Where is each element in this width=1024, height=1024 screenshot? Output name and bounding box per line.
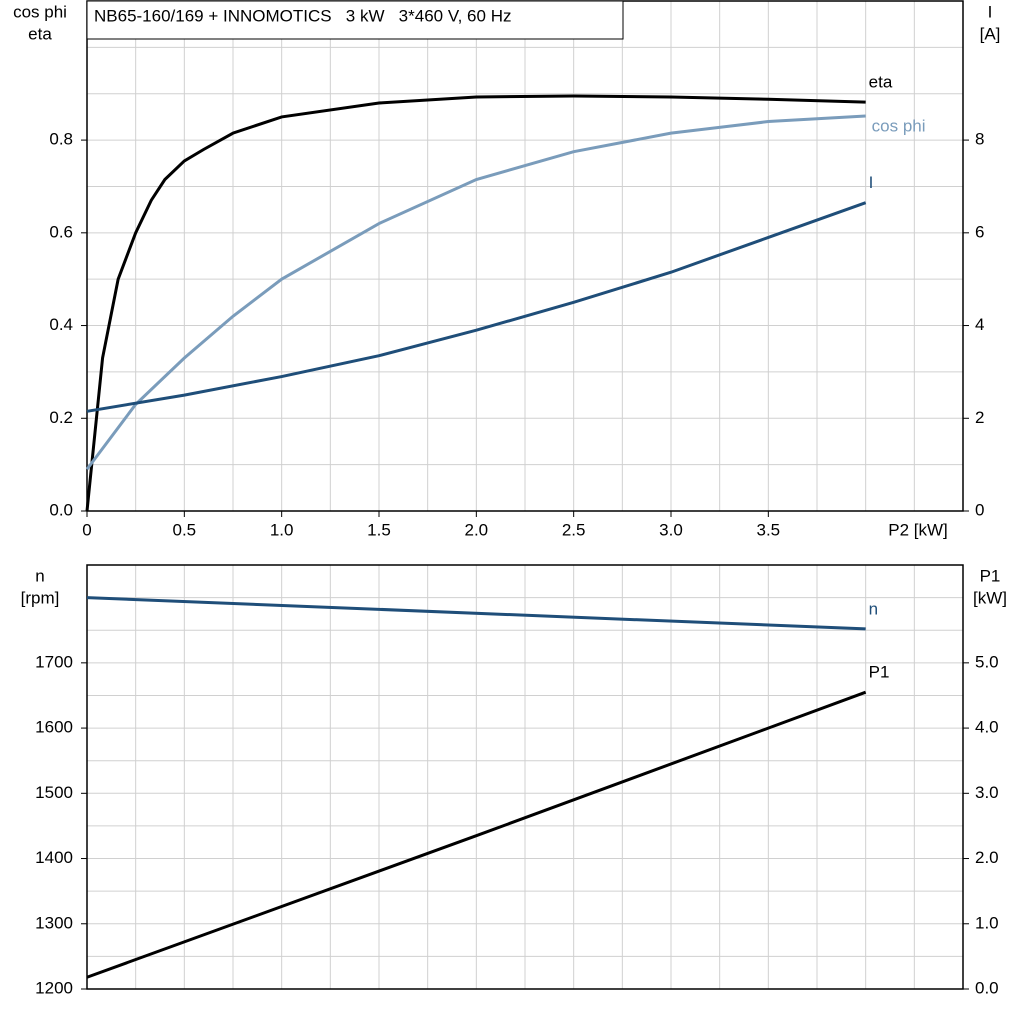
y-tick-label: 0.8 <box>49 130 73 149</box>
y2-tick-label: 6 <box>975 222 984 241</box>
y-axis-label: n <box>35 566 44 585</box>
y-tick-label: 1300 <box>35 913 73 932</box>
x-tick-label: 1.5 <box>367 520 391 539</box>
title-box <box>86 0 624 40</box>
x-tick-label: 3.5 <box>757 520 781 539</box>
x-tick-label: 3.0 <box>659 520 683 539</box>
y-axis-label: eta <box>28 24 52 43</box>
series-label: P1 <box>869 663 890 682</box>
y2-axis-label: P1 <box>980 566 1001 585</box>
series-line <box>85 94 866 512</box>
y-tick-label: 1500 <box>35 783 73 802</box>
y2-tick-label: 4 <box>975 315 984 334</box>
y2-tick-label: 2 <box>975 408 984 427</box>
series-label: eta <box>869 73 893 92</box>
series-line <box>86 201 867 413</box>
series-label: cos phi <box>872 116 926 135</box>
y2-axis-label: [A] <box>980 24 1001 43</box>
series-label: n <box>869 599 878 618</box>
series-label: I <box>869 173 874 192</box>
y-tick-label: 0.6 <box>49 222 73 241</box>
y2-tick-label: 4.0 <box>975 718 999 737</box>
x-tick-label: 0 <box>82 520 91 539</box>
y2-tick-label: 8 <box>975 130 984 149</box>
series-line <box>86 690 867 979</box>
y2-tick-label: 1.0 <box>975 913 999 932</box>
y-tick-label: 1700 <box>35 652 73 671</box>
y2-axis-label: I <box>988 2 993 21</box>
y-tick-label: 1400 <box>35 848 73 867</box>
y2-tick-label: 0 <box>975 500 984 519</box>
series-line <box>85 114 866 471</box>
y-axis-label: [rpm] <box>21 588 60 607</box>
y2-tick-label: 2.0 <box>975 848 999 867</box>
y2-tick-label: 5.0 <box>975 652 999 671</box>
x-tick-label: 2.5 <box>562 520 586 539</box>
y2-tick-label: 0.0 <box>975 978 999 997</box>
y2-tick-label: 3.0 <box>975 783 999 802</box>
y-tick-label: 1600 <box>35 718 73 737</box>
y-tick-label: 1200 <box>35 978 73 997</box>
y-axis-label: cos phi <box>13 2 67 21</box>
y-tick-label: 0.4 <box>49 315 73 334</box>
x-axis-label: P2 [kW] <box>888 520 948 539</box>
x-tick-label: 0.5 <box>173 520 197 539</box>
chart-title: NB65-160/169 + INNOMOTICS 3 kW 3*460 V, … <box>94 6 511 25</box>
series-line <box>86 596 866 631</box>
y-tick-label: 0.2 <box>49 408 73 427</box>
x-tick-label: 2.0 <box>465 520 489 539</box>
y2-axis-label: [kW] <box>973 588 1007 607</box>
x-tick-label: 1.0 <box>270 520 294 539</box>
plot-frame <box>86 564 964 990</box>
y-tick-label: 0.0 <box>49 500 73 519</box>
